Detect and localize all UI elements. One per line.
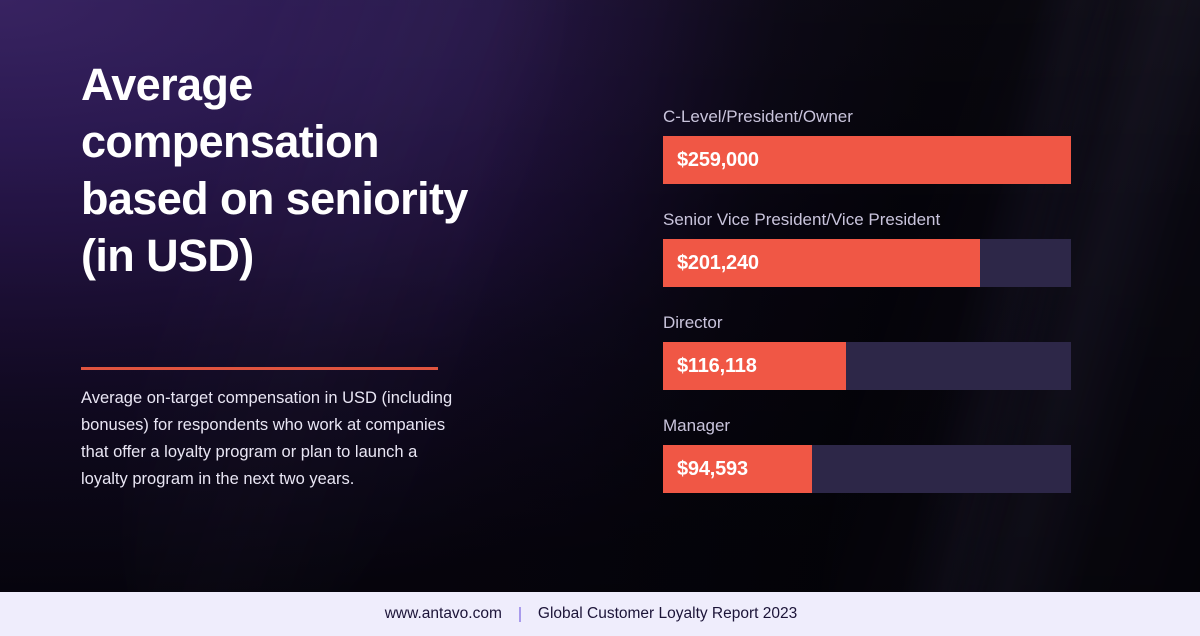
footer-website[interactable]: www.antavo.com <box>384 605 502 622</box>
footer-separator <box>518 606 521 622</box>
bar-track: $259,000 <box>663 136 1071 184</box>
bar-category-label: C-Level/President/Owner <box>663 107 853 126</box>
bar-group: Senior Vice President/Vice President $20… <box>663 209 1071 287</box>
footer-content: www.antavo.com Global Customer Loyalty R… <box>385 605 798 623</box>
bar-value-label: $259,000 <box>677 148 759 171</box>
page-title: Average compensation based on seniority … <box>81 59 468 281</box>
headline-block: Average compensation based on seniority … <box>81 56 611 284</box>
bar-category-label: Manager <box>663 416 731 435</box>
bar-group: Director $116,118 <box>663 312 1071 390</box>
bar-fill <box>663 239 981 287</box>
bar-category-label: Senior Vice President/Vice President <box>663 210 941 229</box>
bar-fill <box>663 342 846 390</box>
bar-chart: C-Level/President/Owner $259,000 Senior … <box>663 106 1071 493</box>
bar-fill <box>663 136 1071 184</box>
bar-group: Manager $94,593 <box>663 415 1071 493</box>
bar-track: $201,240 <box>663 239 1071 287</box>
bar-value-label: $201,240 <box>677 251 759 274</box>
accent-rule <box>81 367 438 370</box>
bar-track: $94,593 <box>663 445 1071 493</box>
bar-group: C-Level/President/Owner $259,000 <box>663 106 1071 184</box>
description-text: Average on-target compensation in USD (i… <box>81 389 453 488</box>
bar-category-label: Director <box>663 313 723 332</box>
bar-fill <box>663 445 812 493</box>
footer-report-title: Global Customer Loyalty Report 2023 <box>537 605 798 622</box>
bar-value-label: $94,593 <box>677 457 748 480</box>
footer-bar: www.antavo.com Global Customer Loyalty R… <box>0 592 1200 636</box>
bar-track: $116,118 <box>663 342 1071 390</box>
bar-value-label: $116,118 <box>677 354 757 377</box>
